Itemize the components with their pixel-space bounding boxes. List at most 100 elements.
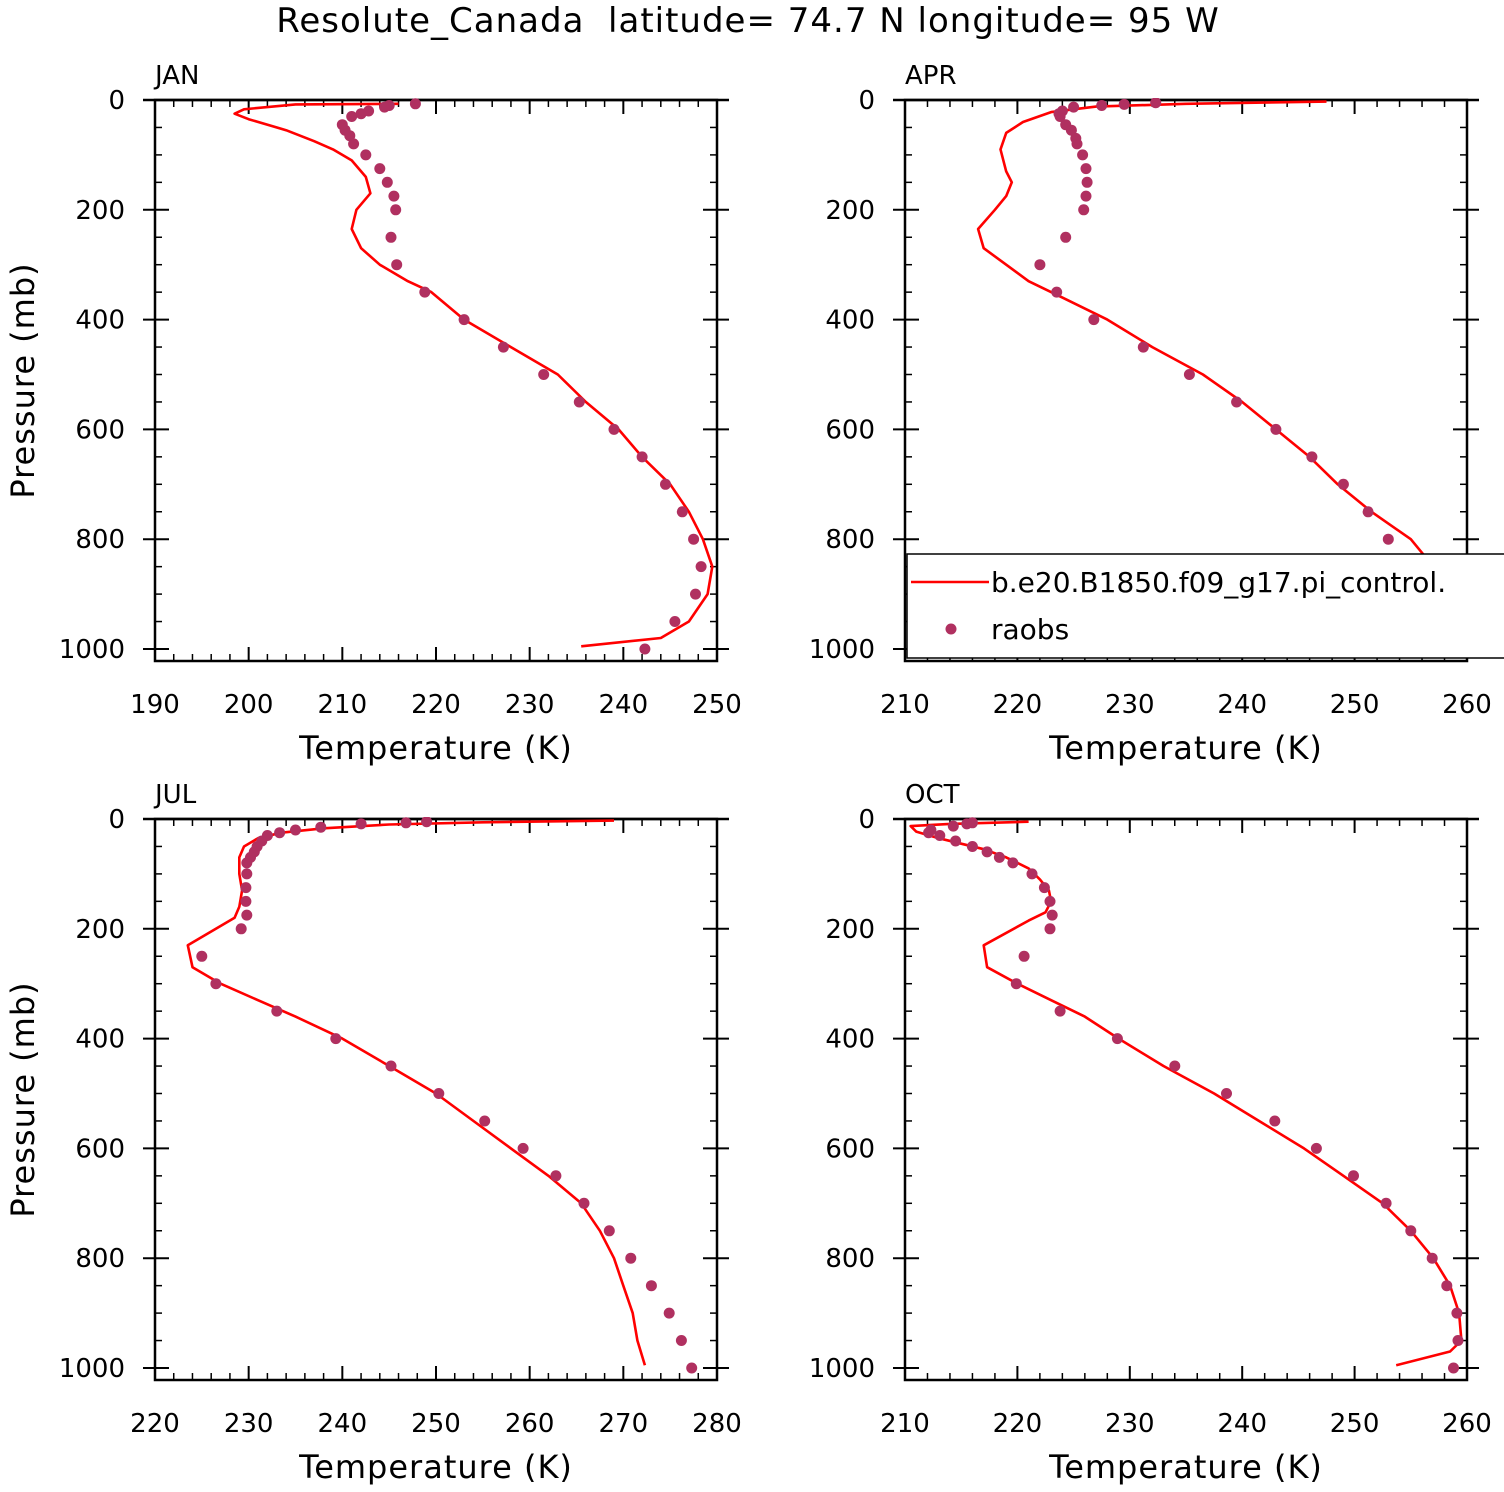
- x-axis-title-apr: Temperature (K): [1048, 729, 1323, 767]
- raobs-point-jan: [409, 98, 421, 110]
- plot-area-jul: [186, 817, 698, 1374]
- raobs-point-apr: [1137, 341, 1149, 353]
- raobs-point-jan: [388, 190, 400, 202]
- y-axis-title-jul: Pressure (mb): [4, 981, 42, 1217]
- raobs-point-apr: [1183, 369, 1195, 380]
- x-axis-title-jan: Temperature (K): [298, 729, 573, 767]
- raobs-point-jan: [355, 108, 367, 120]
- raobs-point-oct: [1054, 1005, 1066, 1017]
- y-axis-title-jan: Pressure (mb): [4, 262, 42, 498]
- x-tick-label-jan: 190: [130, 690, 180, 720]
- raobs-point-jul: [421, 817, 433, 828]
- raobs-point-oct: [1044, 923, 1056, 935]
- raobs-point-jul: [663, 1307, 675, 1319]
- y-tick-label-apr: 400: [825, 306, 875, 336]
- raobs-point-jul: [578, 1197, 590, 1209]
- x-tick-label-apr: 260: [1442, 690, 1492, 720]
- raobs-point-jan: [688, 533, 700, 545]
- raobs-point-oct: [934, 830, 946, 841]
- raobs-point-oct: [1046, 909, 1058, 921]
- raobs-point-jul: [274, 827, 286, 839]
- y-tick-label-jan: 400: [75, 306, 125, 336]
- raobs-point-jul: [686, 1362, 698, 1374]
- figure-title: Resolute_Canada latitude= 74.7 N longitu…: [276, 1, 1219, 41]
- raobs-point-jul: [645, 1280, 657, 1292]
- raobs-point-jul: [290, 824, 301, 836]
- x-tick-label-oct: 210: [880, 1409, 930, 1439]
- x-tick-label-jul: 260: [505, 1409, 555, 1439]
- y-tick-label-apr: 0: [858, 86, 875, 116]
- panel-label-jan: JAN: [153, 61, 199, 91]
- raobs-point-jan: [379, 101, 390, 113]
- raobs-point-apr: [1270, 423, 1282, 435]
- x-tick-label-oct: 250: [1330, 1409, 1380, 1439]
- raobs-point-oct: [1111, 1033, 1123, 1045]
- x-tick-label-oct: 260: [1442, 1409, 1492, 1439]
- raobs-point-jan: [419, 286, 431, 298]
- raobs-point-oct: [1426, 1252, 1438, 1264]
- raobs-point-apr: [1081, 176, 1093, 188]
- raobs-point-oct: [1448, 1362, 1459, 1374]
- y-tick-label-jul: 0: [108, 805, 125, 835]
- y-tick-label-apr: 800: [825, 525, 875, 555]
- chart-panel-apr: APR 210 220 230 240 250 260 0 200 400 600 800 1000 Te…: [809, 61, 1492, 767]
- raobs-point-apr: [1051, 286, 1063, 298]
- raobs-point-apr: [1306, 451, 1318, 463]
- raobs-point-oct: [1380, 1197, 1392, 1209]
- x-tick-label-jul: 250: [411, 1409, 461, 1439]
- raobs-point-jan: [344, 130, 356, 142]
- legend: b.e20.B1850.f09_g17.pi_control.raobs: [906, 553, 1504, 659]
- x-tick-label-jul: 270: [599, 1409, 649, 1439]
- raobs-point-jul: [241, 857, 253, 869]
- y-tick-label-apr: 200: [825, 196, 875, 226]
- x-tick-label-oct: 220: [993, 1409, 1043, 1439]
- panel-label-oct: OCT: [905, 780, 960, 810]
- raobs-point-jul: [235, 923, 247, 935]
- raobs-point-apr: [1077, 149, 1089, 161]
- model-line-jan: [233, 102, 714, 648]
- chart-panel-oct: OCT 210 220 230 240 250 260 0 200 400 600 800 1000 Te…: [809, 780, 1492, 1486]
- raobs-point-jul: [315, 821, 327, 833]
- raobs-point-oct: [1007, 857, 1019, 869]
- raobs-point-apr: [1068, 101, 1080, 113]
- x-tick-label-jan: 220: [411, 690, 461, 720]
- raobs-point-jul: [517, 1142, 529, 1154]
- raobs-point-oct: [1269, 1115, 1281, 1127]
- y-tick-label-jan: 1000: [59, 635, 125, 665]
- chart-panel-jul: JUL 220 230 240 250 260 270 280 0 200 400 600 800 100…: [4, 780, 742, 1486]
- raobs-point-jul: [433, 1088, 445, 1099]
- x-tick-label-jan: 240: [599, 690, 649, 720]
- raobs-point-jan: [660, 478, 671, 490]
- raobs-point-apr: [1231, 396, 1243, 408]
- raobs-point-oct: [1018, 950, 1030, 962]
- raobs-point-jan: [639, 643, 651, 655]
- raobs-point-apr: [1337, 478, 1349, 490]
- raobs-point-apr: [1060, 231, 1072, 243]
- panel-label-jul: JUL: [153, 780, 197, 810]
- x-tick-label-oct: 240: [1217, 1409, 1267, 1439]
- raobs-point-apr: [1054, 111, 1066, 122]
- raobs-point-oct: [1044, 895, 1056, 907]
- raobs-point-apr: [1078, 204, 1090, 216]
- raobs-point-oct: [1310, 1142, 1322, 1154]
- raobs-point-jul: [400, 817, 412, 829]
- raobs-point-jan: [676, 506, 688, 518]
- y-tick-label-jul: 200: [75, 915, 125, 945]
- raobs-point-jan: [360, 149, 372, 161]
- y-tick-label-oct: 1000: [809, 1354, 875, 1384]
- raobs-point-jul: [271, 1005, 283, 1017]
- x-tick-label-apr: 230: [1105, 690, 1155, 720]
- raobs-point-oct: [1221, 1088, 1232, 1099]
- raobs-point-apr: [1096, 100, 1108, 111]
- x-tick-label-jul: 220: [130, 1409, 180, 1439]
- legend-box: [906, 553, 1504, 659]
- raobs-point-jul: [625, 1252, 637, 1264]
- raobs-point-apr: [1080, 163, 1092, 175]
- raobs-point-jul: [210, 978, 222, 990]
- y-tick-label-jan: 0: [108, 86, 125, 116]
- raobs-point-jan: [573, 396, 585, 408]
- x-axis-title-jul: Temperature (K): [298, 1448, 573, 1486]
- x-tick-label-apr: 220: [993, 690, 1043, 720]
- y-tick-label-oct: 200: [825, 915, 875, 945]
